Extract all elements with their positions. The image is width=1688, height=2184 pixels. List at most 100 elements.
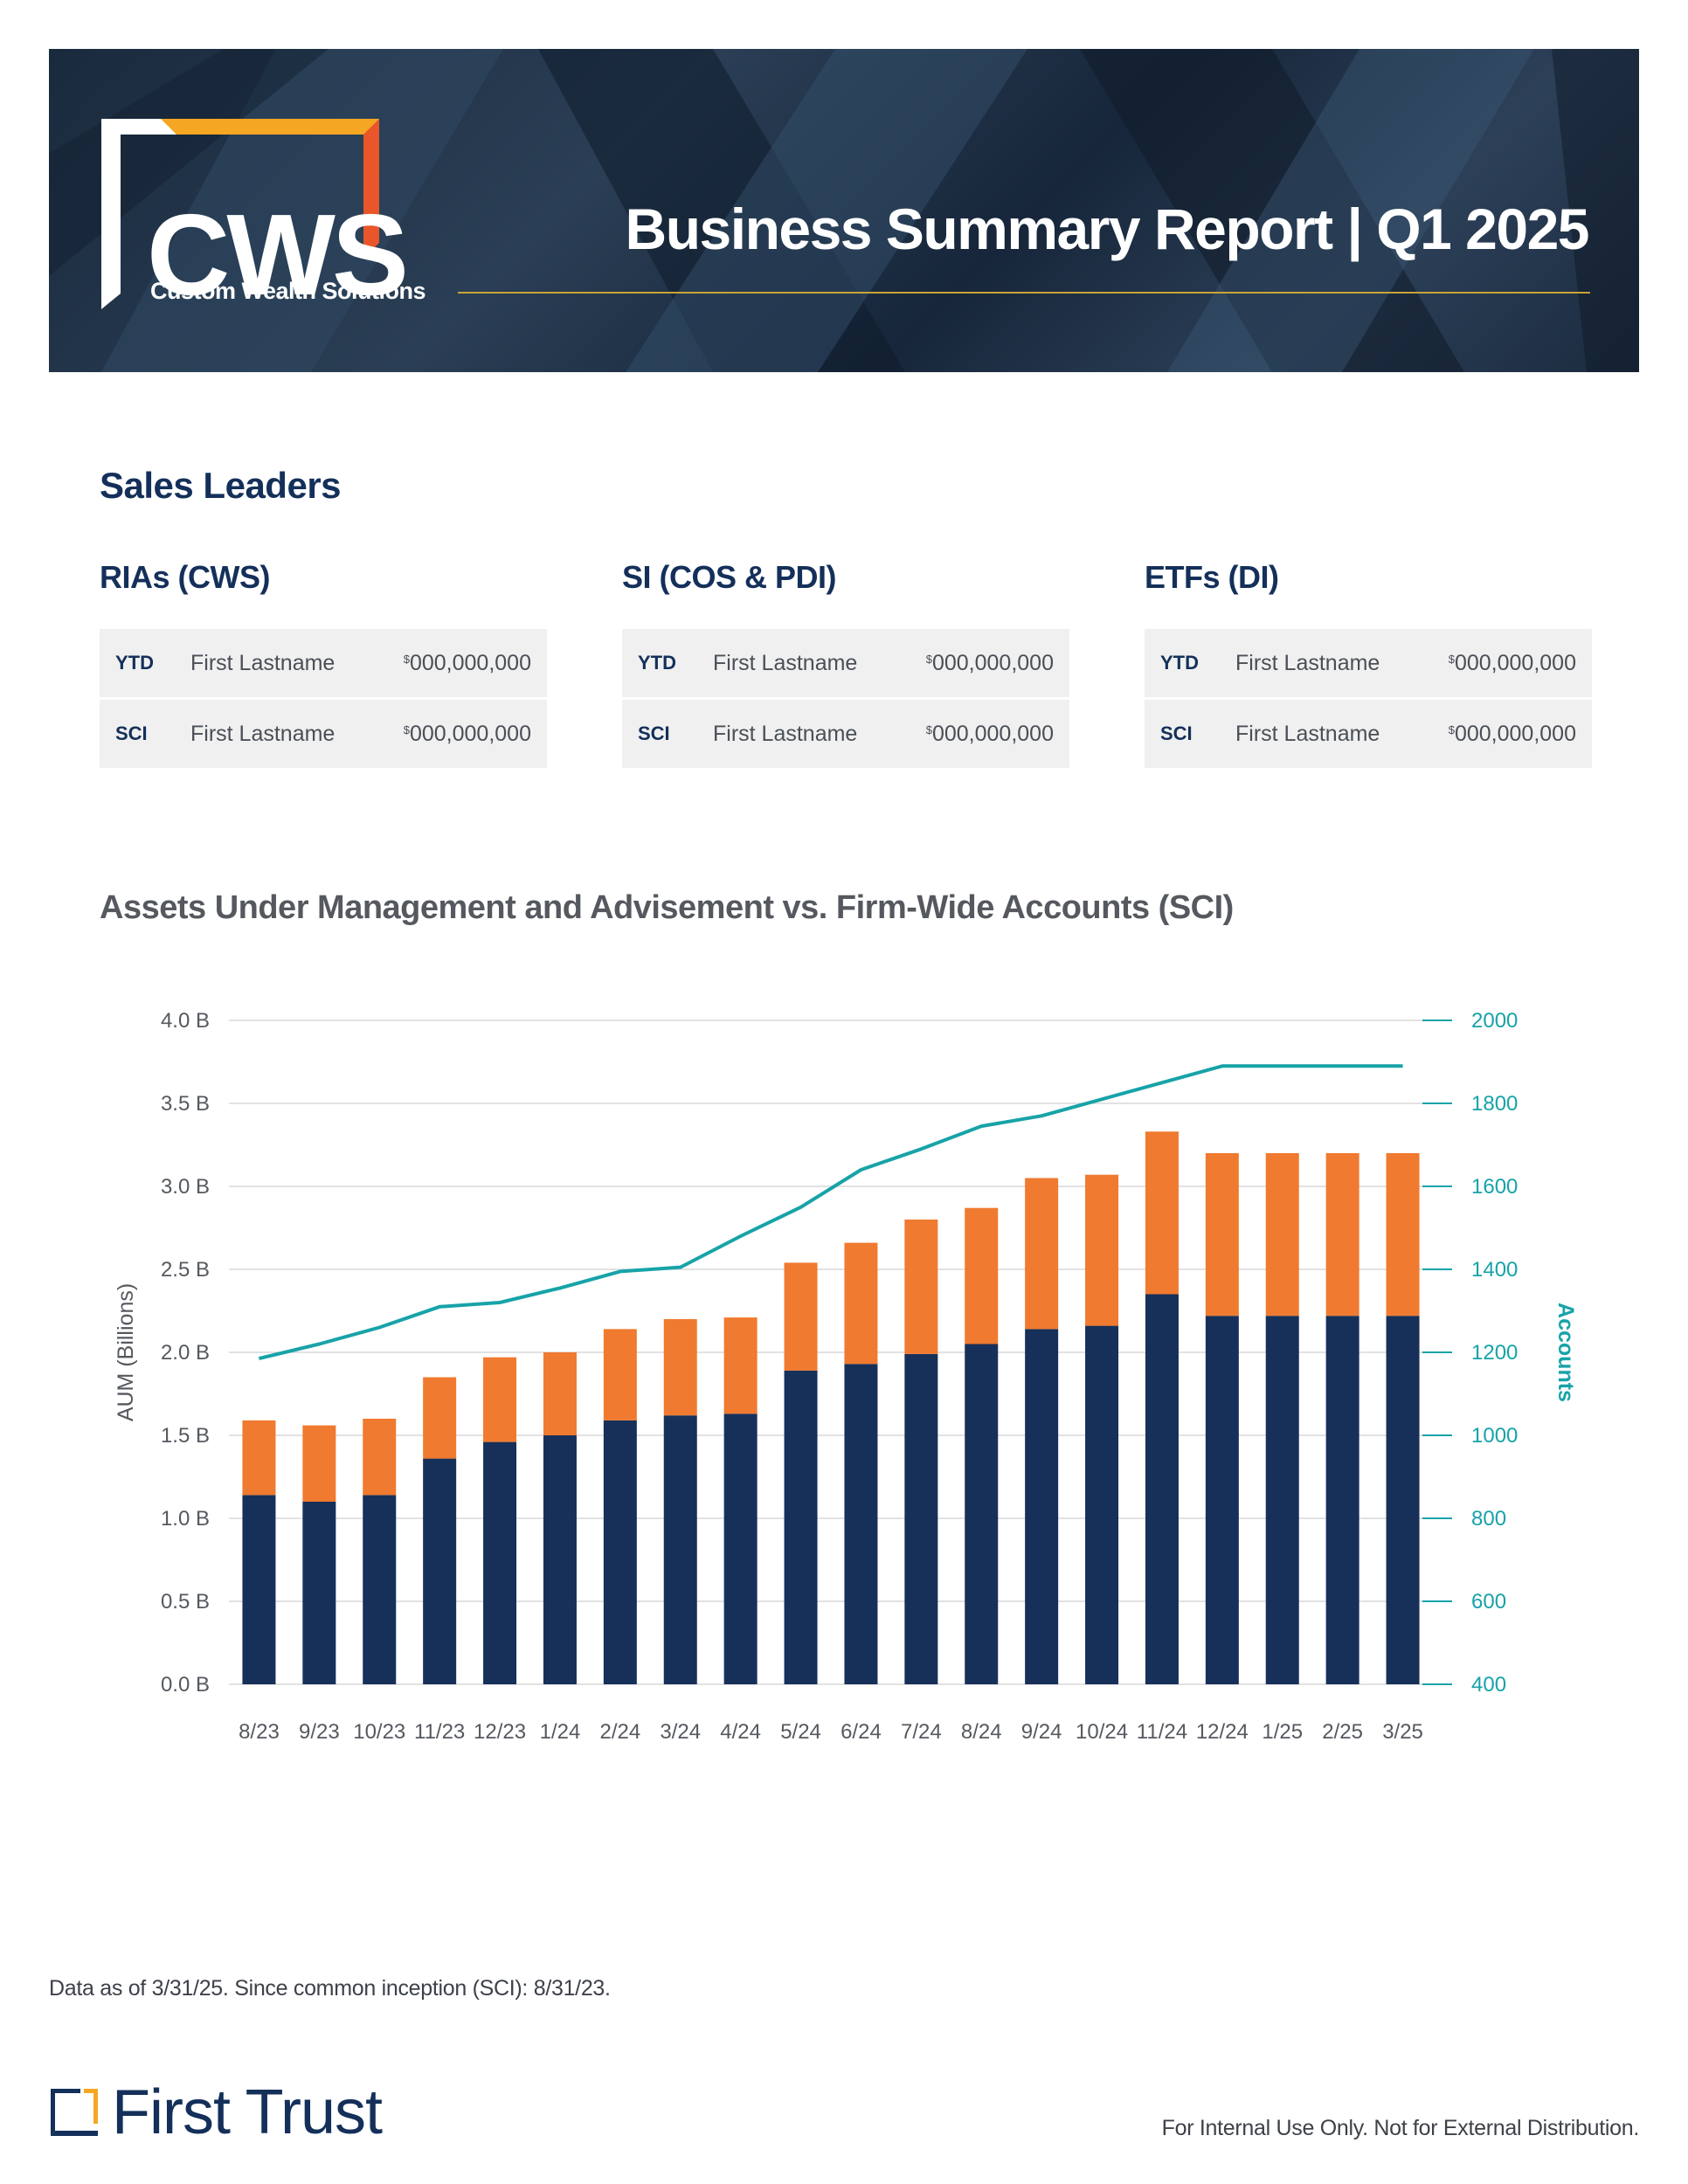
bar-aum [904, 1353, 938, 1684]
bar-aum [363, 1495, 397, 1684]
y-tick-label: 0.5 B [161, 1590, 210, 1614]
bar-aua [423, 1377, 457, 1459]
leader-name: First Lastname [713, 650, 858, 675]
x-tick-label: 10/24 [1076, 1720, 1128, 1744]
leaders-column-heading: SI (COS & PDI) [622, 559, 837, 595]
distribution-disclaimer: For Internal Use Only. Not for External … [1161, 2116, 1640, 2140]
x-tick-label: 4/24 [720, 1720, 761, 1744]
leader-amount: $000,000,000 [403, 721, 531, 746]
bar-aum [483, 1441, 517, 1684]
y-tick-label: 2.0 B [161, 1341, 210, 1365]
bar-aum [723, 1413, 758, 1684]
x-tick-label: 10/23 [353, 1720, 405, 1744]
x-tick-label: 1/25 [1262, 1720, 1303, 1744]
leader-period: SCI [638, 722, 670, 744]
x-tick-label: 11/23 [414, 1720, 465, 1744]
bar-aum [1265, 1316, 1299, 1684]
y2-tick-label: 2000 [1471, 1009, 1518, 1033]
leaders-column-etfs: ETFs (DI) YTD First Lastname $000,000,00… [1145, 559, 1592, 771]
bar-aum [543, 1435, 577, 1684]
y2-tick-label: 1200 [1471, 1341, 1518, 1365]
title-divider [458, 292, 1590, 294]
y-tick-label: 2.5 B [161, 1258, 210, 1282]
aum-accounts-chart: 0.0 B 0.5 B 1.0 B 1.5 B 2.0 B 2.5 B 3.0 B 3.5 B… [114, 1009, 1578, 1744]
x-tick-label: 5/24 [780, 1720, 821, 1744]
bar-aua [663, 1319, 697, 1416]
y2-tick-label: 600 [1471, 1590, 1506, 1614]
currency-symbol: $ [925, 652, 932, 666]
currency-symbol: $ [1448, 722, 1455, 736]
leader-row: YTD First Lastname $000,000,000 [622, 629, 1069, 697]
y-tick-label: 3.5 B [161, 1092, 210, 1116]
logo-tagline: Custom Wealth Solutions [150, 278, 426, 304]
bar-aua [1386, 1153, 1420, 1317]
bar-aua [1145, 1131, 1179, 1295]
bar-aua [483, 1357, 517, 1442]
bar-aum [1205, 1316, 1239, 1684]
bar-aua [603, 1329, 637, 1420]
currency-symbol: $ [925, 722, 932, 736]
leader-amount: $000,000,000 [403, 650, 531, 675]
x-tick-label: 6/24 [841, 1720, 882, 1744]
x-tick-label: 9/23 [299, 1720, 340, 1744]
y2-tick-label: 1400 [1471, 1258, 1518, 1282]
y2-axis-label: Accounts [1553, 1303, 1578, 1402]
bar-aua [1325, 1153, 1359, 1317]
x-tick-label: 3/24 [660, 1720, 701, 1744]
bar-aua [723, 1317, 758, 1414]
leader-amount: $000,000,000 [925, 721, 1054, 746]
leader-name: First Lastname [1235, 721, 1380, 746]
x-tick-label: 9/24 [1021, 1720, 1062, 1744]
x-tick-label: 8/24 [961, 1720, 1002, 1744]
leader-period: YTD [638, 652, 676, 674]
leaders-column-heading: RIAs (CWS) [100, 559, 271, 595]
leaders-column-si: SI (COS & PDI) YTD First Lastname $000,0… [622, 559, 1069, 771]
header-banner: CWS Custom Wealth Solutions Business Sum… [49, 49, 1639, 372]
sales-leaders-title: Sales Leaders [100, 465, 342, 506]
currency-symbol: $ [403, 722, 410, 736]
bar-aum [1025, 1329, 1059, 1684]
leader-name: First Lastname [190, 721, 336, 746]
chart-title: Assets Under Management and Advisement v… [100, 889, 1234, 926]
leader-amount: $000,000,000 [925, 650, 1054, 675]
x-tick-label: 3/25 [1382, 1720, 1423, 1744]
bar-aum [1386, 1316, 1420, 1684]
x-tick-label: 8/23 [239, 1720, 280, 1744]
leaders-column-rias: RIAs (CWS) YTD First Lastname $000,000,0… [100, 559, 547, 771]
bar-aua [965, 1207, 999, 1344]
currency-symbol: $ [1448, 652, 1455, 666]
leader-row: SCI First Lastname $000,000,000 [100, 700, 547, 768]
y-tick-label: 0.0 B [161, 1673, 210, 1697]
bar-aum [1325, 1316, 1359, 1684]
bar-aum [784, 1370, 818, 1684]
bar-aua [1205, 1153, 1239, 1317]
leader-row: YTD First Lastname $000,000,000 [100, 629, 547, 697]
leader-name: First Lastname [1235, 650, 1380, 675]
x-tick-label: 12/23 [474, 1720, 526, 1744]
bar-aum [242, 1495, 276, 1684]
leader-row: YTD First Lastname $000,000,000 [1145, 629, 1592, 697]
bar-aua [1085, 1174, 1119, 1326]
bar-aua [844, 1242, 878, 1365]
first-trust-logo: First Trust [51, 2077, 383, 2147]
bar-aum [302, 1502, 336, 1684]
y-tick-label: 4.0 B [161, 1009, 210, 1033]
y-tick-label: 1.0 B [161, 1507, 210, 1531]
y2-tick-label: 1800 [1471, 1092, 1518, 1116]
y2-tick-label: 400 [1471, 1673, 1506, 1697]
logo-wordmark: CWS [147, 190, 409, 319]
first-trust-wordmark: First Trust [112, 2077, 383, 2147]
bar-aua [784, 1262, 818, 1371]
bar-aua [363, 1419, 397, 1496]
bar-aum [1145, 1294, 1179, 1684]
y2-tick-label: 800 [1471, 1507, 1506, 1531]
x-tick-label: 11/24 [1137, 1720, 1187, 1744]
bar-aua [543, 1352, 577, 1435]
leader-row: SCI First Lastname $000,000,000 [622, 700, 1069, 768]
y2-tick-label: 1600 [1471, 1175, 1518, 1199]
bar-aum [603, 1420, 637, 1684]
bar-aum [965, 1344, 999, 1684]
x-tick-label: 2/25 [1322, 1720, 1363, 1744]
y-axis-label: AUM (Billions) [114, 1283, 138, 1421]
data-footnote: Data as of 3/31/25. Since common incepti… [49, 1976, 611, 2001]
